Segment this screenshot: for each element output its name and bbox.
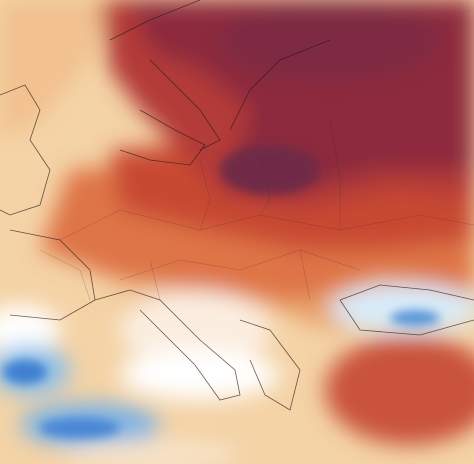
anomaly-area (0, 305, 60, 355)
anomaly-cores (3, 145, 440, 438)
anomaly-core (3, 360, 47, 384)
border (39, 249, 311, 301)
anomaly-core (220, 145, 320, 195)
coastline (0, 84, 51, 216)
anomaly-core (390, 310, 440, 326)
coastlines (0, 0, 474, 411)
coastline (339, 284, 474, 336)
anomaly-area (325, 335, 474, 445)
border (119, 249, 361, 281)
coastline (9, 229, 96, 321)
anomaly-area (0, 0, 110, 140)
anomaly-core (40, 418, 120, 438)
anomaly-area (120, 350, 280, 400)
coastline (94, 289, 241, 401)
anomaly-area (60, 440, 240, 464)
coastline (109, 0, 331, 151)
coastline (239, 319, 301, 411)
border (199, 119, 341, 231)
anomaly-area (120, 290, 270, 370)
coastline (119, 109, 206, 166)
borders (39, 119, 474, 301)
border (59, 209, 474, 241)
